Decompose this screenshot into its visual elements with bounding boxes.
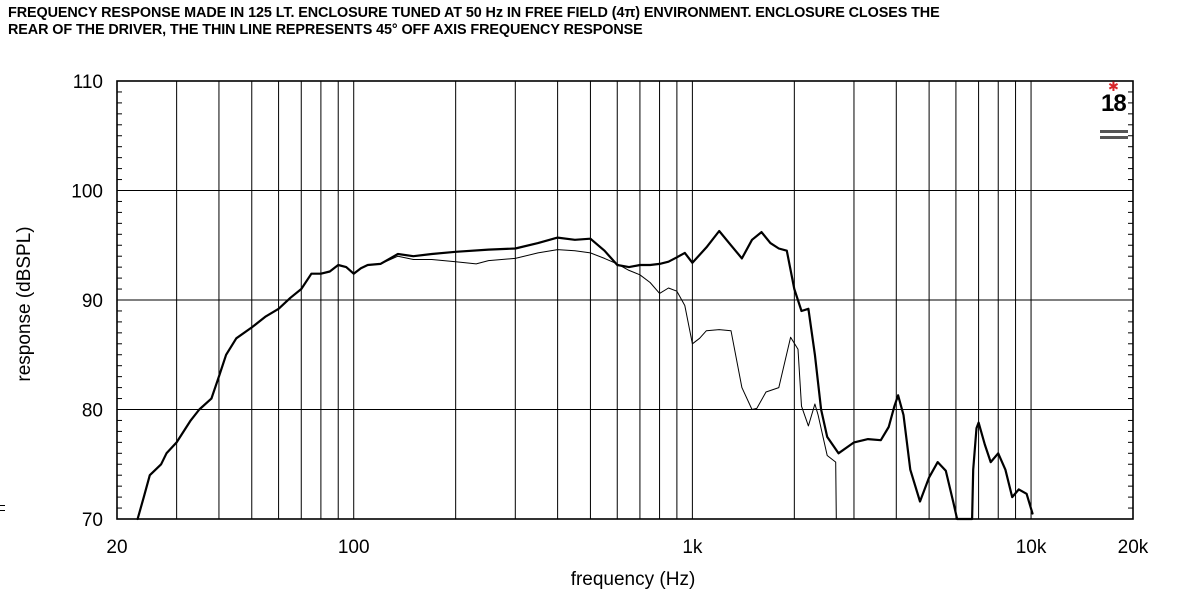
y-tick-label: 70	[82, 510, 103, 531]
caption-line-2: REAR OF THE DRIVER, THE THIN LINE REPRES…	[8, 22, 643, 38]
y-tick-label: 80	[82, 401, 103, 422]
off-axis-45-response-line	[137, 249, 837, 520]
y-tick-labels: 70 80 90 100 110	[71, 72, 103, 531]
grid	[117, 81, 1133, 519]
x-tick-label: 10k	[1016, 537, 1047, 558]
brand-logo: ✱ 18	[1098, 80, 1130, 150]
star-icon: ✱	[1108, 79, 1119, 94]
on-axis-response-line	[136, 229, 1034, 521]
plot-frame	[116, 80, 1134, 520]
y-tick-label: 110	[73, 72, 103, 93]
minor-y-ticks	[117, 91, 1133, 509]
y-axis-label: response (dBSPL)	[14, 226, 35, 381]
logo-wordmark	[1100, 130, 1128, 144]
chart-caption: FREQUENCY RESPONSE MADE IN 125 LT. ENCLO…	[8, 5, 1183, 39]
x-axis-label: frequency (Hz)	[571, 569, 696, 590]
x-tick-label: 20k	[1118, 537, 1149, 558]
series-layer	[136, 229, 1034, 521]
x-tick-label: 100	[338, 537, 370, 558]
y-tick-label: 100	[71, 182, 103, 203]
x-tick-label: 20	[106, 537, 127, 558]
edge-mark	[0, 505, 5, 511]
caption-line-1: FREQUENCY RESPONSE MADE IN 125 LT. ENCLO…	[8, 5, 940, 21]
y-tick-label: 90	[82, 291, 103, 312]
logo-number: 18	[1101, 90, 1127, 117]
x-tick-label: 1k	[682, 537, 703, 558]
x-tick-labels: 20 100 1k 10k 20k	[106, 537, 1148, 558]
